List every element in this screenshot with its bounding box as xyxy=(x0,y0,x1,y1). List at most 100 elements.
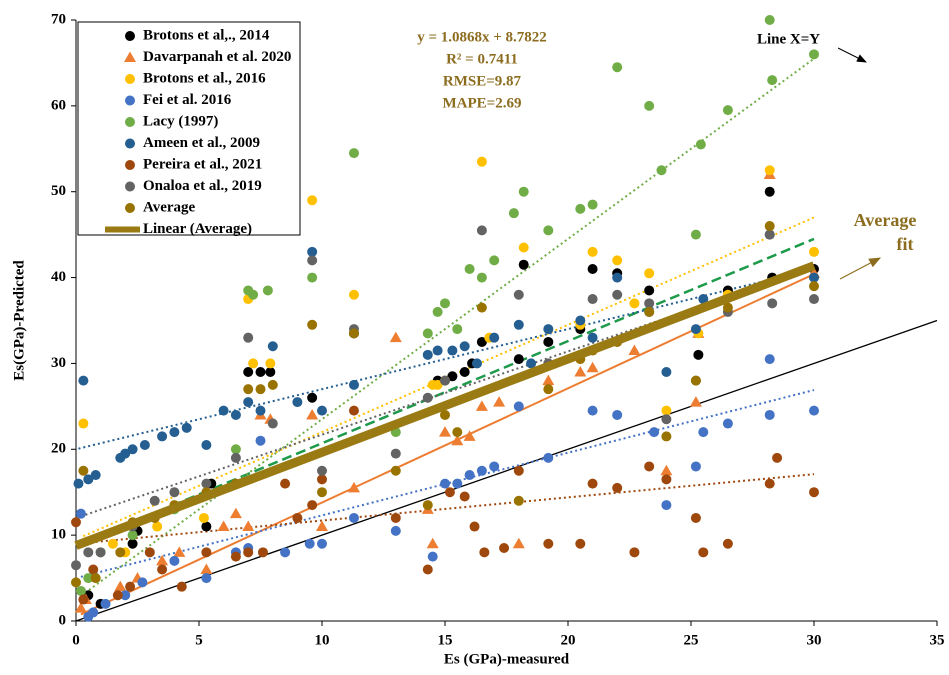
point xyxy=(114,580,127,592)
point xyxy=(100,598,111,609)
point xyxy=(476,302,487,313)
point xyxy=(661,431,672,442)
point xyxy=(243,547,254,558)
point xyxy=(722,302,733,313)
point xyxy=(644,461,655,472)
point xyxy=(690,375,701,386)
point xyxy=(422,564,433,575)
point xyxy=(83,547,94,558)
point xyxy=(543,384,554,395)
point xyxy=(644,100,655,111)
point xyxy=(587,405,598,416)
x-tick-label: 35 xyxy=(930,632,945,648)
point xyxy=(422,500,433,511)
point xyxy=(422,328,433,339)
point xyxy=(656,165,667,176)
point xyxy=(722,418,733,429)
point xyxy=(764,409,775,420)
point xyxy=(464,470,475,481)
point xyxy=(661,474,672,485)
point xyxy=(809,281,819,292)
point xyxy=(265,367,276,378)
y-tick-label: 10 xyxy=(51,527,66,543)
point xyxy=(127,538,138,549)
reference-line xyxy=(75,319,938,622)
average-fit-line xyxy=(74,261,816,550)
point xyxy=(809,272,819,283)
point xyxy=(200,563,213,574)
point xyxy=(243,397,254,408)
point xyxy=(526,358,537,369)
point xyxy=(612,255,623,266)
point xyxy=(120,590,131,601)
point xyxy=(767,75,778,86)
point xyxy=(764,221,775,232)
y-tick-label: 20 xyxy=(51,441,66,457)
point xyxy=(644,285,655,296)
point xyxy=(543,538,554,549)
point xyxy=(83,474,94,485)
legend-label: Onaloa et al., 2019 xyxy=(143,178,262,194)
point xyxy=(307,319,318,330)
point xyxy=(390,448,401,459)
point xyxy=(307,255,318,266)
point xyxy=(125,160,135,170)
point xyxy=(348,328,359,339)
point xyxy=(88,564,99,575)
point xyxy=(149,495,160,506)
point xyxy=(575,203,586,214)
point xyxy=(649,427,660,438)
point xyxy=(644,306,655,317)
point xyxy=(543,324,554,335)
point xyxy=(348,379,359,390)
point xyxy=(489,255,500,266)
point xyxy=(78,465,89,476)
point xyxy=(722,538,733,549)
point xyxy=(444,487,455,498)
legend-label: Davarpanah et al. 2020 xyxy=(143,49,291,65)
point xyxy=(475,400,488,411)
point xyxy=(513,289,524,300)
point xyxy=(689,396,702,407)
point xyxy=(306,408,319,420)
point xyxy=(317,474,327,485)
point xyxy=(476,336,487,347)
point xyxy=(152,521,163,532)
point xyxy=(71,560,81,571)
point xyxy=(157,431,168,442)
point xyxy=(452,478,463,489)
point xyxy=(518,259,529,270)
point xyxy=(629,298,640,309)
point xyxy=(95,547,106,558)
point xyxy=(644,268,655,279)
point xyxy=(262,285,273,296)
point xyxy=(476,225,487,236)
point xyxy=(543,225,554,236)
legend-label: Pereira et al., 2021 xyxy=(143,156,262,172)
point xyxy=(661,405,672,416)
point xyxy=(587,478,598,489)
point xyxy=(628,344,641,356)
point xyxy=(690,512,701,523)
point xyxy=(317,465,327,476)
point xyxy=(587,246,598,257)
point xyxy=(764,354,775,365)
point xyxy=(201,573,212,584)
point xyxy=(661,367,672,378)
point xyxy=(125,138,135,149)
annotation: y = 1.0868x + 8.7822 xyxy=(417,29,547,45)
point xyxy=(574,366,587,377)
point xyxy=(78,375,89,386)
foreground: Brotons et al,., 2014 Davarpanah et al. 2… xyxy=(77,21,916,280)
point xyxy=(422,349,433,360)
point xyxy=(809,487,819,498)
point xyxy=(307,195,318,206)
point xyxy=(125,203,135,213)
point xyxy=(267,341,278,352)
point xyxy=(198,512,209,523)
y-tick-label: 30 xyxy=(51,355,66,371)
reference-label: Line X=Y xyxy=(757,31,820,47)
point xyxy=(698,294,709,305)
point xyxy=(543,336,554,347)
point xyxy=(78,418,89,429)
